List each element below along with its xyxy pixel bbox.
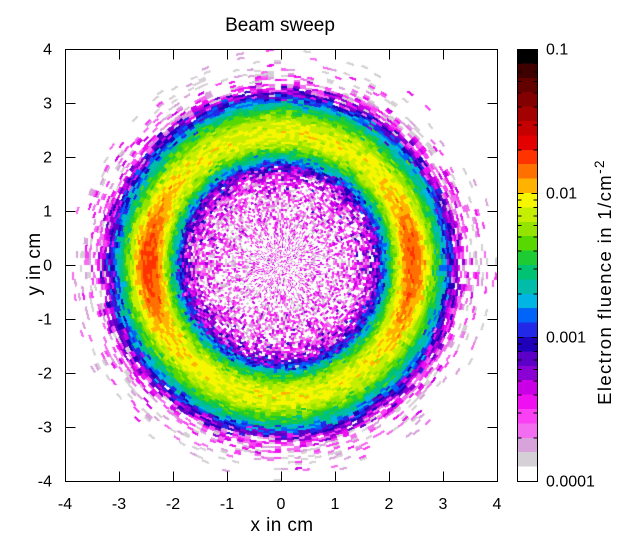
svg-text:Electron fluence in 1/cm-2: Electron fluence in 1/cm-2 <box>592 159 615 405</box>
svg-text:-1: -1 <box>38 312 52 329</box>
svg-text:2: 2 <box>43 150 52 167</box>
svg-text:3: 3 <box>439 496 448 513</box>
svg-text:0.001: 0.001 <box>546 330 586 347</box>
svg-text:4: 4 <box>43 42 52 59</box>
svg-text:-2: -2 <box>166 496 180 513</box>
svg-text:0.1: 0.1 <box>546 42 568 59</box>
svg-text:-1: -1 <box>220 496 234 513</box>
svg-text:x in cm: x in cm <box>251 515 314 536</box>
svg-text:-4: -4 <box>38 474 52 491</box>
svg-text:2: 2 <box>385 496 394 513</box>
svg-text:-3: -3 <box>38 420 52 437</box>
svg-text:3: 3 <box>43 96 52 113</box>
svg-text:1: 1 <box>331 496 340 513</box>
svg-text:0.0001: 0.0001 <box>546 474 595 491</box>
svg-text:0: 0 <box>277 496 286 513</box>
svg-text:0: 0 <box>43 258 52 275</box>
svg-text:4: 4 <box>493 496 502 513</box>
svg-text:y in cm: y in cm <box>24 233 45 296</box>
svg-text:0.01: 0.01 <box>546 186 577 203</box>
svg-text:-3: -3 <box>112 496 126 513</box>
svg-text:-4: -4 <box>58 496 72 513</box>
svg-text:Beam sweep: Beam sweep <box>225 15 335 36</box>
svg-text:1: 1 <box>43 204 52 221</box>
svg-text:-2: -2 <box>38 366 52 383</box>
